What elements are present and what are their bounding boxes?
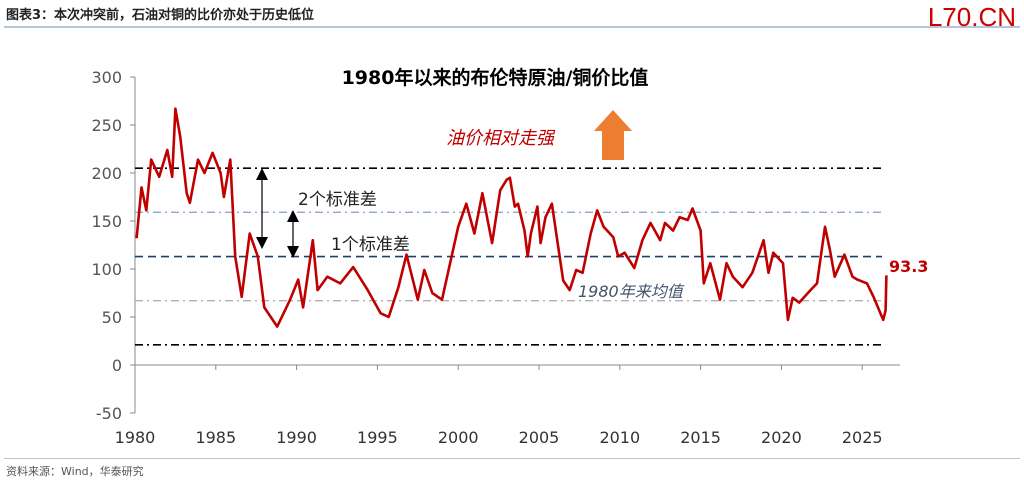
y-tick-label: 150	[91, 212, 122, 231]
reference-lines	[135, 167, 882, 346]
y-tick-label: -50	[96, 404, 122, 423]
chart-title: 1980年以来的布伦特原油/铜价比值	[342, 66, 649, 89]
x-tick-label: 2005	[519, 428, 560, 447]
y-tick-label: 200	[91, 164, 122, 183]
figure-title: 图表3：本次冲突前，石油对铜的比价亦处于历史低位	[6, 8, 315, 23]
axes: 300 250 200 150 100 50 0 -50 1980 1985 1990 1995 200…	[91, 68, 900, 447]
two-sd-arrow-icon	[256, 168, 268, 249]
last-value-label: 93.3	[889, 257, 928, 276]
series-line	[135, 107, 888, 328]
annotation-mean: 1980年来均值	[578, 282, 685, 301]
y-tick-label: 0	[112, 356, 122, 375]
x-tick-label: 2025	[842, 428, 883, 447]
header-divider	[4, 26, 1020, 28]
x-tick-label: 1980	[115, 428, 156, 447]
up-arrow-icon	[594, 110, 632, 160]
annotation-oil-strong: 油价相对走强	[446, 128, 556, 149]
annotation-one-sd: 1个标准差	[331, 235, 410, 255]
x-tick-label: 2000	[438, 428, 479, 447]
x-tick-label: 2015	[680, 428, 721, 447]
one-sd-arrow-icon	[287, 210, 299, 258]
annotation-two-sd: 2个标准差	[298, 190, 377, 210]
x-tick-label: 2020	[761, 428, 802, 447]
x-tick-label: 1995	[357, 428, 398, 447]
footer-divider	[4, 458, 1020, 459]
x-tick-label: 1985	[195, 428, 236, 447]
x-tick-label: 2010	[599, 428, 640, 447]
source-note: 资料来源：Wind，华泰研究	[6, 465, 144, 478]
y-tick-label: 50	[102, 308, 122, 327]
watermark: L70.CN	[927, 2, 1016, 32]
y-tick-label: 100	[91, 260, 122, 279]
y-tick-label: 300	[91, 68, 122, 87]
y-tick-label: 250	[91, 116, 122, 135]
x-tick-label: 1990	[276, 428, 317, 447]
